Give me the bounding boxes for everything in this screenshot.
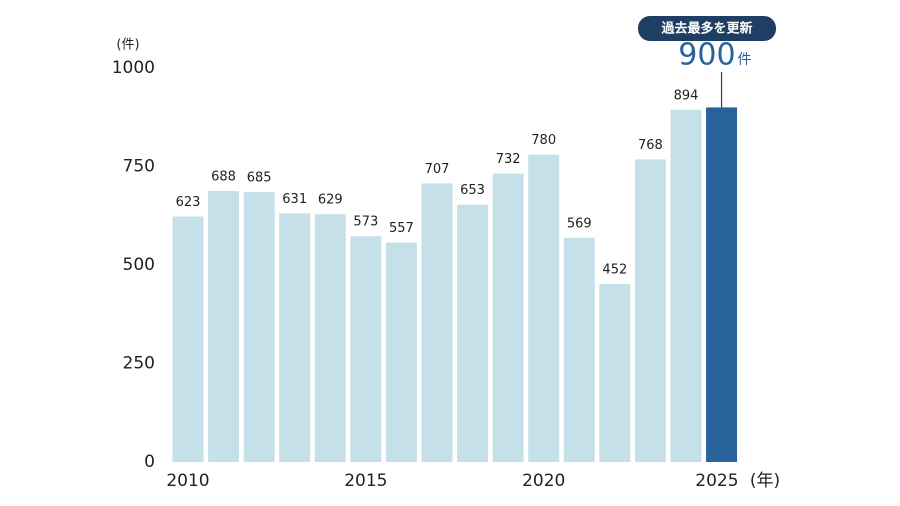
value-label: 452 xyxy=(602,262,627,277)
bar xyxy=(350,236,382,462)
bar xyxy=(528,154,560,462)
y-tick-label: 750 xyxy=(123,157,155,177)
value-label: 629 xyxy=(318,193,343,208)
value-label: 688 xyxy=(211,169,236,184)
badge-background xyxy=(638,16,776,41)
value-label: 685 xyxy=(247,171,272,186)
value-label: 557 xyxy=(389,221,414,236)
value-label: 732 xyxy=(496,152,521,167)
x-tick-label: 2015 xyxy=(344,471,387,491)
y-tick-label: 250 xyxy=(123,354,155,374)
value-label: 653 xyxy=(460,183,485,198)
value-unit: 件 xyxy=(738,52,752,68)
value-label: 707 xyxy=(425,162,450,177)
x-tick-label: 2020 xyxy=(522,471,565,491)
value-label: 894 xyxy=(674,88,699,103)
x-tick-label: 2010 xyxy=(166,471,209,491)
y-tick-label: 0 xyxy=(144,452,155,472)
x-tick-label: 2025 xyxy=(695,471,738,491)
bar xyxy=(385,242,417,462)
badge-text: 過去最多を更新 xyxy=(660,21,752,37)
value-label: 780 xyxy=(531,133,556,148)
bar xyxy=(599,283,631,462)
bar xyxy=(563,237,595,462)
bar xyxy=(634,159,666,462)
x-axis-label: (年) xyxy=(750,471,780,491)
bar xyxy=(279,213,311,462)
bar xyxy=(421,183,453,462)
bar xyxy=(670,109,702,462)
bar xyxy=(314,214,346,462)
y-axis-label: (件) xyxy=(116,38,139,53)
value-label: 623 xyxy=(176,195,201,210)
value-label: 768 xyxy=(638,138,663,153)
value-label: 900 xyxy=(678,38,735,73)
bar xyxy=(208,190,240,463)
bar xyxy=(457,204,489,462)
value-label: 573 xyxy=(353,215,378,230)
y-tick-label: 1000 xyxy=(112,58,155,78)
bar xyxy=(243,192,275,463)
bar xyxy=(172,216,204,462)
bar xyxy=(492,173,524,463)
value-label: 569 xyxy=(567,216,592,231)
y-tick-label: 500 xyxy=(123,255,155,275)
value-label: 631 xyxy=(282,192,307,207)
bar xyxy=(706,107,738,463)
